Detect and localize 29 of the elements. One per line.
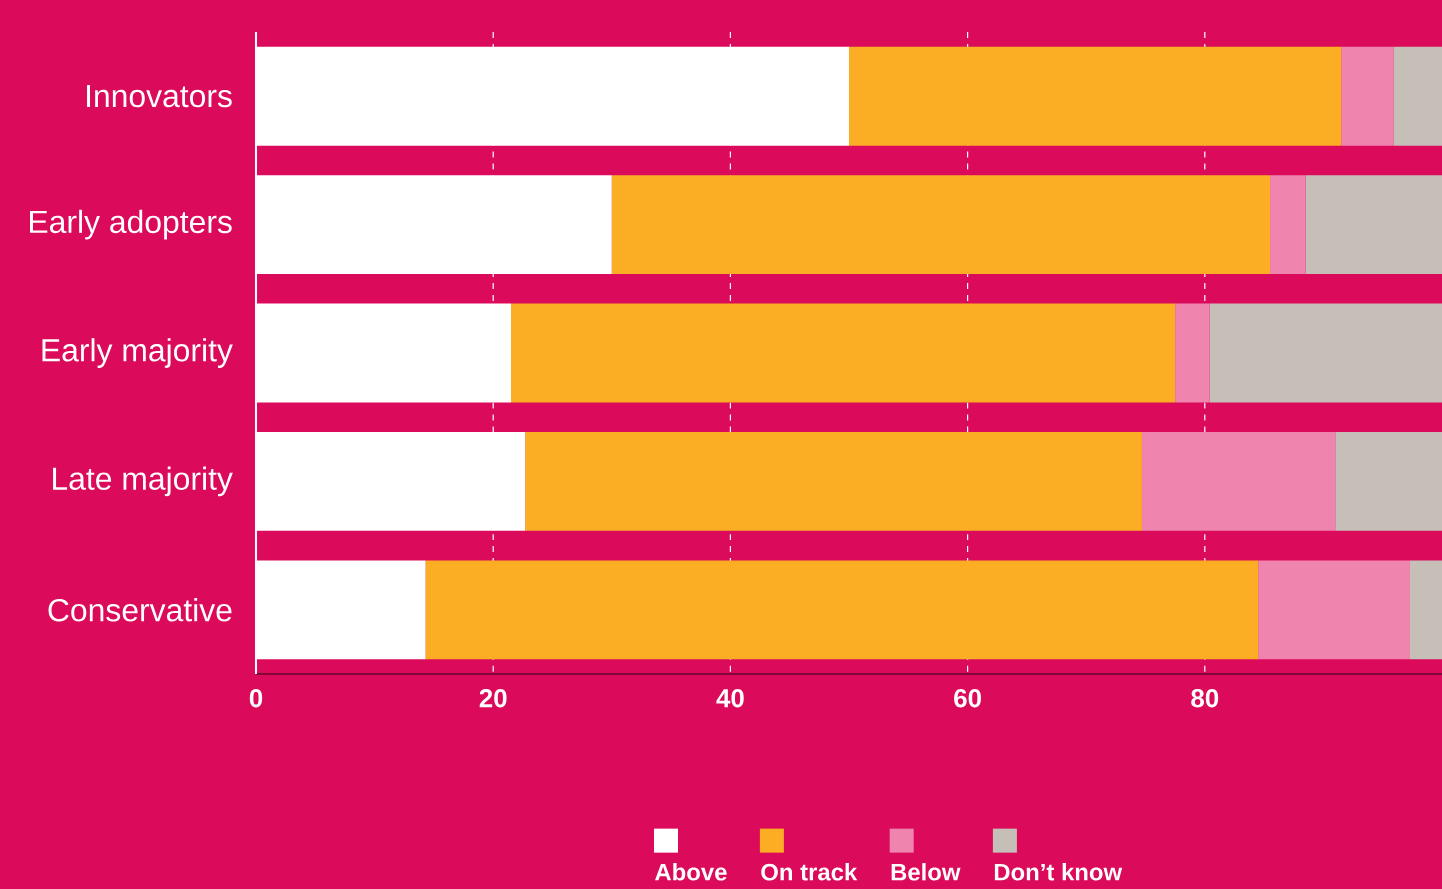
legend-label: Below [891,863,961,881]
bar [611,175,1271,275]
bar [525,431,1142,531]
bar [1409,560,1442,660]
bar [1175,303,1210,403]
y-tick-label: Innovators [87,85,232,108]
y-tick-label: Early adopters [30,209,232,240]
bar [1270,175,1306,275]
x-tick-label: 60 [954,689,981,708]
bar [1141,431,1336,531]
bar [1335,431,1442,531]
bar [425,560,1259,660]
bar [510,303,1176,403]
bar [1258,560,1410,660]
bar [1393,46,1442,146]
bar [1209,303,1442,403]
bar [1305,175,1442,275]
legend-label: On track [761,863,858,881]
y-tick-label: Late majority [53,466,233,497]
y-tick-label: Early majority [42,338,233,368]
y-tick-label: Conservative [48,598,232,622]
legend-label: Above [655,863,727,881]
legend-label: Don’t know [994,863,1123,881]
x-tick-label: 40 [716,689,744,708]
x-tick-label: 0 [249,689,263,708]
bar [1341,46,1394,146]
x-tick-label: 20 [479,689,507,708]
bar [849,46,1342,146]
x-tick-label: 80 [1191,689,1219,708]
